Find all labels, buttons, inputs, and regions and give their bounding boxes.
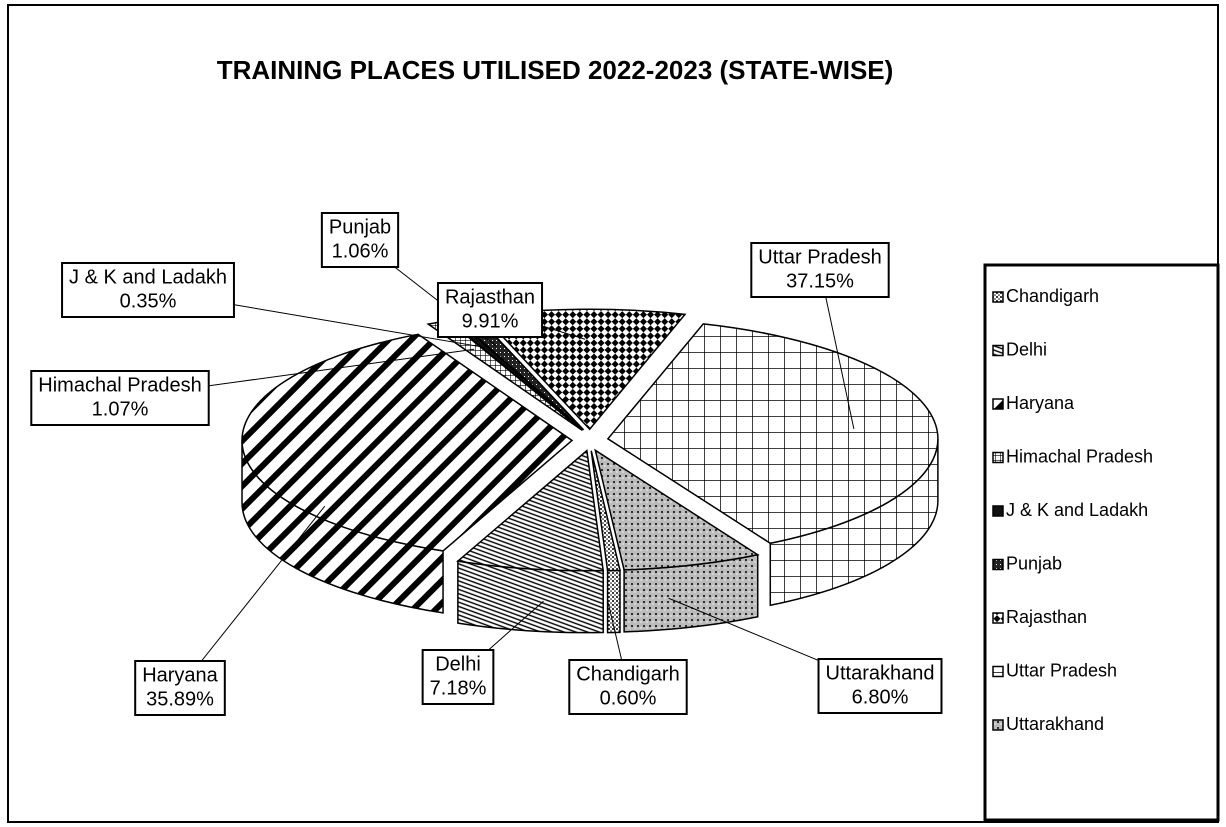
- legend-swatch: [992, 344, 1004, 357]
- legend-label: Uttarakhand: [1006, 714, 1104, 734]
- label-box: [568, 659, 688, 715]
- slice-side: [606, 569, 621, 634]
- slice: [590, 450, 621, 572]
- legend-swatch: [992, 291, 1004, 303]
- legend-swatch: [992, 505, 1004, 517]
- legend-swatch: [992, 665, 1004, 678]
- label-name: Haryana: [142, 664, 218, 686]
- leader-line: [179, 505, 326, 689]
- slice: [456, 449, 605, 572]
- legend-label: Delhi: [1006, 339, 1047, 359]
- label-box: [436, 282, 544, 338]
- label-box: [30, 370, 210, 426]
- label-name: Delhi: [435, 653, 481, 675]
- legend-swatch: [992, 451, 1004, 464]
- slice: [606, 323, 939, 545]
- label-value: 37.15%: [786, 270, 854, 292]
- slice-side: [457, 560, 604, 634]
- legend-label: Uttar Pradesh: [1006, 660, 1117, 680]
- legend-swatch: [992, 558, 1004, 571]
- label-name: Uttar Pradesh: [758, 246, 881, 268]
- label-name: Chandigarh: [576, 663, 679, 685]
- slice-sides: [241, 438, 939, 634]
- legend-swatch: [992, 612, 1004, 624]
- legend-swatch: [992, 719, 1004, 731]
- label-value: 1.07%: [92, 398, 149, 420]
- label-value: 1.06%: [332, 240, 389, 262]
- legend-label: Rajasthan: [1006, 607, 1087, 627]
- label-name: Rajasthan: [445, 286, 535, 308]
- legend-label: Himachal Pradesh: [1006, 446, 1153, 466]
- legend-label: Haryana: [1006, 393, 1075, 413]
- label-box: [421, 649, 495, 705]
- label-value: 35.89%: [146, 688, 214, 710]
- label-value: 0.60%: [600, 687, 657, 709]
- legend-swatch: [992, 398, 1004, 410]
- label-box: [61, 262, 235, 318]
- label-box: [817, 658, 943, 714]
- legend-label: Punjab: [1006, 553, 1062, 573]
- label-value: 9.91%: [462, 310, 519, 332]
- label-name: J & K and Ladakh: [69, 266, 227, 288]
- label-value: 0.35%: [120, 290, 177, 312]
- label-box: [134, 660, 226, 716]
- label-value: 6.80%: [852, 686, 909, 708]
- label-box: [750, 242, 890, 298]
- legend: Chandigarh Delhi Haryana Himachal Pradesh J …: [992, 286, 1153, 734]
- label-name: Uttarakhand: [826, 662, 935, 684]
- label-name: Punjab: [329, 216, 391, 238]
- slice: [241, 333, 574, 552]
- chart-title: TRAINING PLACES UTILISED 2022-2023 (STAT…: [217, 55, 894, 85]
- label-name: Himachal Pradesh: [38, 374, 201, 396]
- slice: [594, 448, 760, 571]
- legend-label: J & K and Ladakh: [1006, 500, 1148, 520]
- slice-tops: [241, 308, 939, 572]
- legend-label: Chandigarh: [1006, 286, 1099, 306]
- label-box: [320, 212, 400, 268]
- label-value: 7.18%: [430, 677, 487, 699]
- legend-box: [983, 263, 1220, 822]
